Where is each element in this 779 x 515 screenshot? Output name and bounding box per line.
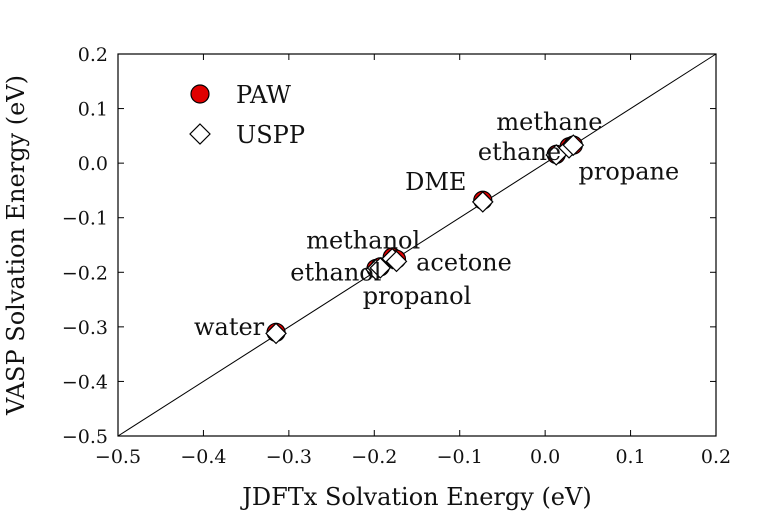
annotation-methanol: methanol [306,227,420,255]
legend-label-uspp: USPP [236,121,305,149]
x-tick-label: −0.1 [437,446,483,468]
annotation-propane: propane [579,157,680,185]
annotation-dme: DME [405,168,466,196]
y-tick-label: 0.2 [78,44,108,66]
y-tick-label: −0.4 [62,371,108,393]
x-tick-label: −0.5 [95,446,141,468]
axis-ticks: −0.5 −0.4 −0.3 −0.2 −0.1 0.0 0.1 0.2 −0.5 −0.4 −0.… [62,44,731,468]
x-tick-label: 0.1 [615,446,645,468]
y-tick-label: −0.2 [62,262,108,284]
uspp-marker-propane [562,134,585,156]
y-axis-label: VASP Solvation Energy (eV) [2,75,30,416]
y-tick-label: 0.0 [78,153,108,175]
annotation-propanol: propanol [363,282,472,310]
annotation-ethanol: ethanol [290,258,381,286]
plot-area: −0.5 −0.4 −0.3 −0.2 −0.1 0.0 0.1 0.2 −0.5 −0.4 −0.… [62,44,731,468]
y-tick-label: −0.5 [62,426,108,448]
y-tick-label: −0.1 [62,208,108,230]
uspp-marker-DME [471,191,494,213]
x-tick-label: −0.3 [266,446,312,468]
annotation-acetone: acetone [416,248,512,276]
x-tick-label: −0.4 [180,446,226,468]
x-tick-label: −0.2 [351,446,397,468]
annotation-water: water [194,313,265,341]
annotation-ethane: ethane [478,138,561,166]
data-markers [265,134,585,345]
y-tick-label: −0.3 [62,317,108,339]
reference-line [117,53,717,437]
uspp-marker-propanol [369,257,392,279]
uspp-marker-acetone [385,250,408,273]
legend-marker-paw [190,84,210,104]
y-tick-label: 0.1 [78,99,108,121]
x-tick-label: 0.2 [701,446,731,468]
plot-frame [117,53,717,437]
x-axis-label: JDFTx Solvation Energy (eV) [239,483,591,511]
annotation-methane: methane [496,108,602,136]
uspp-marker-water [265,322,287,345]
legend: PAW USPP [189,81,305,149]
legend-label-paw: PAW [236,81,291,109]
legend-marker-uspp [189,123,211,145]
x-tick-label: 0.0 [530,446,560,468]
